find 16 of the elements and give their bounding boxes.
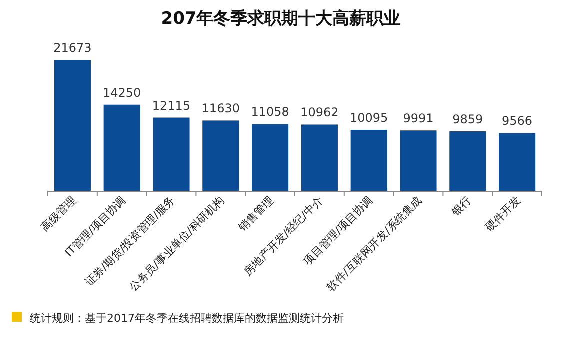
data-label: 21673 [54, 41, 92, 55]
data-label: 10962 [300, 106, 339, 120]
x-tick-label: 销售管理 [235, 194, 276, 235]
data-label: 10095 [350, 110, 388, 125]
data-label: 9566 [502, 114, 533, 128]
x-tick-label: 银行 [448, 194, 474, 220]
x-tick-label: 硬件开发 [483, 194, 524, 234]
data-label: 12115 [152, 98, 191, 113]
data-label: 11058 [251, 105, 290, 120]
data-label: 11630 [202, 102, 240, 116]
data-label: 14250 [103, 86, 142, 100]
data-label: 9991 [403, 112, 434, 126]
text: 统计规则：基于2017年冬季在线招聘数据库的数据监测统计分析 [30, 312, 344, 325]
data-label: 9859 [452, 112, 484, 126]
chart-title: 207年冬季求职期十大高薪职业 [161, 9, 401, 29]
x-tick-label: 高级管理 [38, 194, 79, 234]
